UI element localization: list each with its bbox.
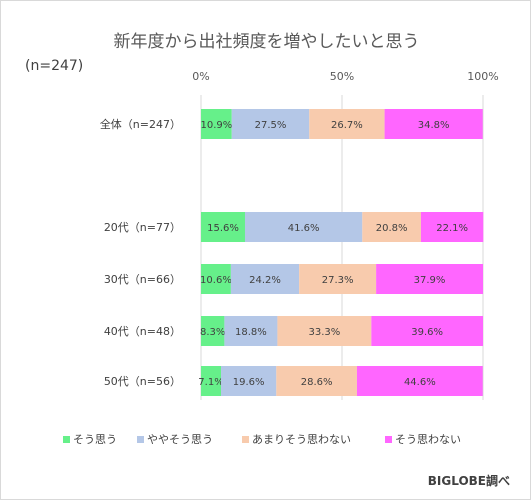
bar-segment [276, 366, 357, 396]
bar-segment [201, 212, 245, 242]
category-label: 全体（n=247） [100, 117, 181, 131]
data-label: 28.6% [301, 377, 333, 388]
bar-segment [221, 366, 277, 396]
category-label: 50代（n=56） [104, 375, 181, 388]
legend-label: あまりそう思わない [252, 433, 351, 446]
data-label: 10.9% [200, 120, 232, 131]
data-label: 8.3% [200, 327, 225, 338]
data-label: 27.5% [255, 120, 287, 131]
data-label: 37.9% [414, 275, 446, 286]
bar-segment [362, 212, 421, 242]
legend-label: ややそう思う [147, 433, 213, 446]
bar-segment [356, 366, 483, 396]
bar-segment [376, 264, 483, 294]
bar-segment [277, 316, 372, 346]
data-label: 33.3% [308, 327, 340, 338]
x-tick-label: 100% [467, 70, 498, 83]
bar-segment [231, 109, 310, 139]
bar-segment [224, 316, 278, 346]
bar-segment [371, 316, 483, 346]
bar-segment [201, 264, 231, 294]
x-tick-label: 0% [192, 70, 209, 83]
bar-segment [299, 264, 377, 294]
data-label: 22.1% [436, 223, 468, 234]
data-label: 27.3% [322, 275, 354, 286]
data-label: 18.8% [235, 327, 267, 338]
bar-segment [201, 366, 222, 396]
data-label: 15.6% [207, 223, 239, 234]
chart-title: 新年度から出社頻度を増やしたいと思う [113, 32, 420, 52]
category-label: 20代（n=77） [104, 221, 181, 234]
bar-segment [384, 109, 483, 139]
bar-segment [201, 109, 232, 139]
data-label: 39.6% [411, 327, 443, 338]
legend-label: そう思わない [395, 433, 461, 446]
legend-swatch [137, 436, 144, 443]
sample-size-note: (n=247) [25, 58, 84, 74]
legend-swatch [63, 436, 70, 443]
data-label: 7.1% [198, 377, 223, 388]
bar-segment [244, 212, 363, 242]
bar-segment [230, 264, 300, 294]
data-label: 34.8% [418, 120, 450, 131]
bar-segment [201, 316, 225, 346]
bar-segment [420, 212, 484, 242]
data-label: 44.6% [404, 377, 436, 388]
category-label: 30代（n=66） [104, 273, 181, 286]
bar-segment [309, 109, 385, 139]
legend-swatch [385, 436, 392, 443]
data-label: 24.2% [249, 275, 281, 286]
data-label: 41.6% [288, 223, 320, 234]
legend-swatch [242, 436, 249, 443]
data-label: 26.7% [331, 120, 363, 131]
x-tick-label: 50% [330, 70, 354, 83]
data-label: 10.6% [200, 275, 232, 286]
data-label: 20.8% [376, 223, 408, 234]
source-credit: BIGLOBE調べ [427, 474, 510, 488]
category-label: 40代（n=48） [104, 325, 181, 338]
data-label: 19.6% [233, 377, 265, 388]
legend-label: そう思う [73, 433, 117, 446]
